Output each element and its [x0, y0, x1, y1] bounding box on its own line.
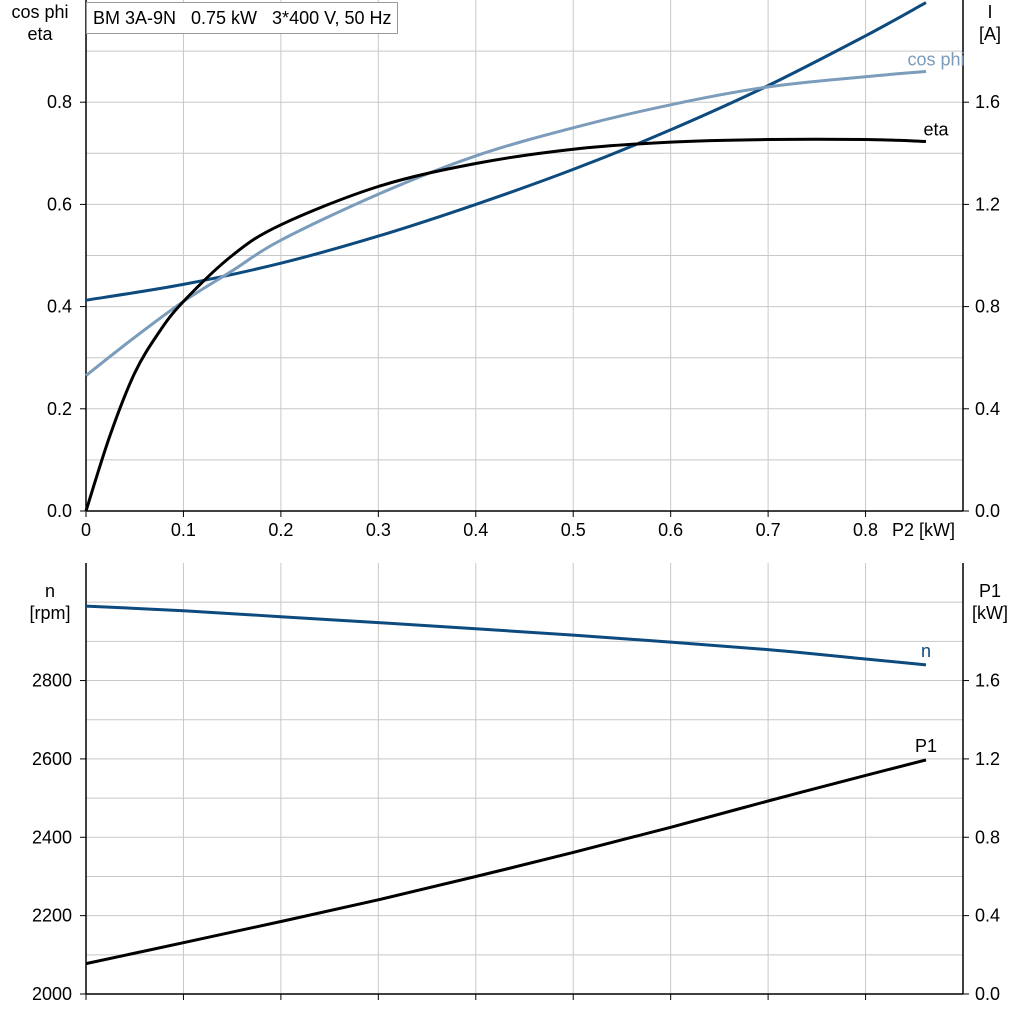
- left-tick-label: 0.4: [47, 297, 72, 317]
- x-axis-label: P2 [kW]: [892, 520, 955, 540]
- right-axis-title: [A]: [979, 24, 1001, 44]
- series-line-n: [85, 604, 927, 667]
- x-tick-label: 0.7: [756, 520, 781, 540]
- left-tick-label: 0.0: [47, 501, 72, 521]
- right-axis-title: I: [987, 2, 992, 22]
- right-tick-label: 0.8: [975, 297, 1000, 317]
- x-tick-label: 0.6: [658, 520, 683, 540]
- left-axis-title: n: [45, 581, 55, 601]
- series-label-n: n: [921, 641, 931, 661]
- right-axis-title: [kW]: [972, 603, 1008, 623]
- series-line-eta: [84, 137, 927, 512]
- right-tick-label: 1.2: [975, 749, 1000, 769]
- x-tick-label: 0.4: [463, 520, 488, 540]
- series-label-cos-phi: cos phi: [907, 50, 964, 70]
- series-line-i: [85, 1, 927, 302]
- left-tick-label: 2400: [32, 827, 72, 847]
- right-tick-label: 0.4: [975, 399, 1000, 419]
- right-tick-label: 0.4: [975, 906, 1000, 926]
- right-tick-label: 1.6: [975, 671, 1000, 691]
- series-line-p1: [85, 758, 927, 966]
- x-tick-label: 0.1: [171, 520, 196, 540]
- x-tick-label: 0.5: [561, 520, 586, 540]
- left-tick-label: 0.2: [47, 399, 72, 419]
- left-tick-label: 2000: [32, 984, 72, 1004]
- series-label-p1: P1: [915, 736, 937, 756]
- left-axis-title: cos phi: [11, 2, 68, 22]
- right-tick-label: 0.8: [975, 827, 1000, 847]
- left-tick-label: 0.8: [47, 92, 72, 112]
- series-label-eta: eta: [923, 120, 949, 140]
- series-line-cos-phi: [85, 70, 927, 377]
- left-tick-label: 2200: [32, 906, 72, 926]
- left-tick-label: 2800: [32, 671, 72, 691]
- left-tick-label: 0.6: [47, 194, 72, 214]
- right-tick-label: 1.2: [975, 194, 1000, 214]
- chart-title: BM 3A-9N 0.75 kW 3*400 V, 50 Hz: [86, 2, 399, 34]
- x-tick-label: 0.3: [366, 520, 391, 540]
- right-axis-title: P1: [979, 581, 1001, 601]
- right-tick-label: 1.6: [975, 92, 1000, 112]
- x-tick-label: 0: [81, 520, 91, 540]
- x-tick-label: 0.8: [853, 520, 878, 540]
- right-tick-label: 0.0: [975, 984, 1000, 1004]
- right-tick-label: 0.0: [975, 501, 1000, 521]
- left-axis-title: [rpm]: [29, 603, 70, 623]
- left-axis-title: eta: [27, 24, 53, 44]
- x-tick-label: 0.2: [268, 520, 293, 540]
- series-label-i: I: [933, 0, 938, 1]
- left-tick-label: 2600: [32, 749, 72, 769]
